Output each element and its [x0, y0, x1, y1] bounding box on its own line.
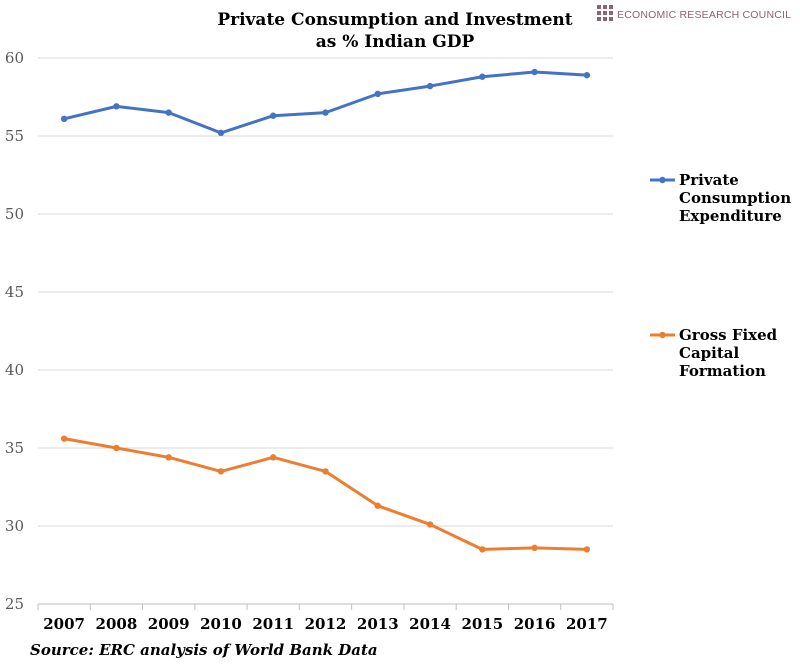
logo-grid-icon [597, 5, 613, 21]
legend-label: Gross Fixed [679, 326, 778, 344]
data-point [583, 546, 591, 553]
legend-label: Capital [679, 344, 739, 362]
data-point [426, 521, 434, 528]
data-point [60, 115, 68, 123]
data-point [583, 71, 591, 79]
chart-title-line-1: Private Consumption and Investment [217, 10, 572, 30]
x-tick-label: 2009 [148, 615, 190, 633]
legend-swatch-marker [659, 176, 666, 184]
x-tick-label: 2008 [96, 615, 138, 633]
legend-label: Private [679, 171, 739, 189]
legend-swatch-marker [659, 331, 666, 339]
data-point [270, 112, 277, 119]
data-point [60, 435, 68, 442]
series-gross-fixed-capital [60, 435, 591, 553]
data-point [374, 90, 381, 98]
data-point [113, 444, 120, 452]
chart-title-line-2: as % Indian GDP [316, 32, 475, 52]
y-tick-label: 45 [5, 283, 24, 301]
data-point [217, 468, 225, 475]
data-point [322, 468, 329, 475]
x-tick-label: 2011 [252, 615, 294, 633]
x-axis: 2007 2008 2009 2010 2011 2012 2013 2014 2015 2016… [37, 603, 614, 633]
y-tick-label: 40 [5, 361, 24, 379]
legend-label: Formation [679, 362, 766, 380]
y-tick-label: 35 [5, 439, 24, 457]
data-point [531, 544, 538, 552]
logo-text: ECONOMIC RESEARCH COUNCIL [617, 9, 791, 21]
gridlines [38, 57, 613, 527]
legend-label: Expenditure [679, 207, 782, 225]
data-point [479, 546, 486, 553]
source-note: Source: ERC analysis of World Bank Data [30, 641, 378, 659]
y-axis-ticks: 25 30 35 40 45 50 55 60 [5, 49, 24, 613]
y-tick-label: 50 [5, 205, 24, 223]
x-tick-label: 2007 [43, 615, 85, 633]
data-point [322, 109, 329, 116]
x-tick-label: 2013 [357, 615, 399, 633]
erc-logo: ECONOMIC RESEARCH COUNCIL [597, 5, 791, 21]
data-point [426, 82, 434, 90]
data-point [270, 454, 277, 461]
data-point [165, 454, 172, 461]
x-tick-label: 2015 [461, 615, 503, 633]
y-tick-label: 60 [5, 49, 24, 67]
y-tick-label: 30 [5, 517, 24, 535]
data-point [165, 109, 172, 116]
x-tick-label: 2010 [200, 615, 242, 633]
series-line [63, 437, 587, 551]
x-tick-label: 2017 [566, 615, 608, 633]
series-group [60, 68, 591, 553]
data-point [479, 73, 486, 80]
data-point [113, 103, 120, 110]
x-tick-label: 2012 [305, 615, 347, 633]
legend-label: Consumption [679, 189, 791, 207]
x-tick-label: 2016 [514, 615, 556, 633]
x-tick-label: 2014 [409, 615, 451, 633]
series-private-consumption [60, 68, 591, 137]
data-point [217, 129, 225, 137]
data-point [531, 68, 538, 76]
series-line [63, 70, 587, 135]
y-tick-label: 25 [5, 595, 24, 613]
data-point [374, 502, 381, 509]
y-tick-label: 55 [5, 127, 24, 145]
